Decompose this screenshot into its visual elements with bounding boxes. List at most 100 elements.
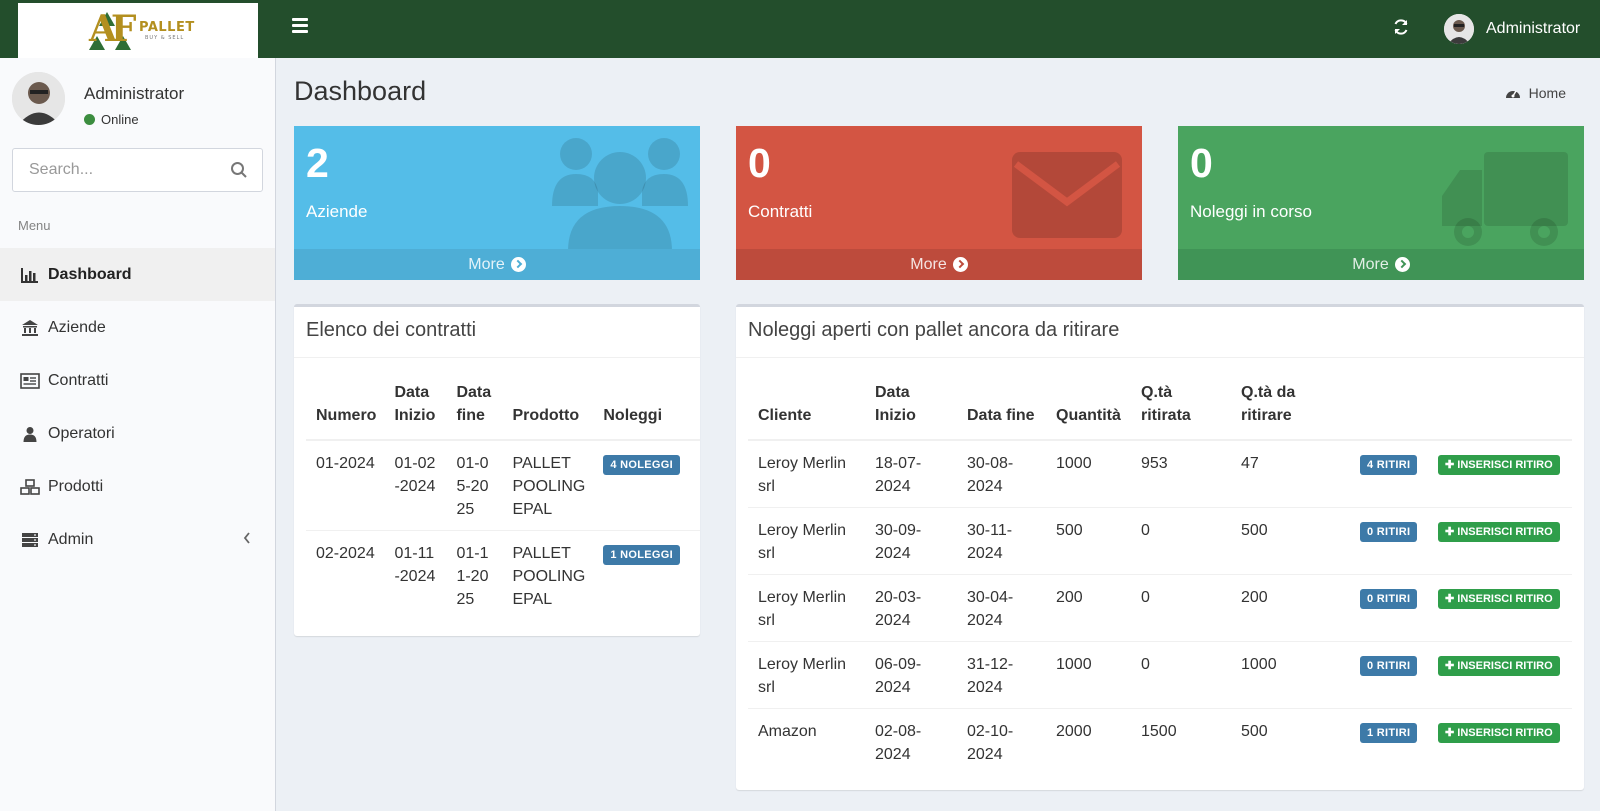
hamburger-line: [292, 30, 308, 33]
sidebar-item-admin[interactable]: Admin: [0, 513, 275, 566]
column-header-empty: [1350, 381, 1428, 441]
column-header: Data Inizio: [384, 381, 447, 441]
table-row: Leroy Merlin srl 18-07-2024 30-08-2024 1…: [748, 439, 1572, 508]
cell-ritirata: 0: [1131, 574, 1231, 642]
cell-ritirata: 0: [1131, 507, 1231, 575]
sidebar-item-contratti[interactable]: Contratti: [0, 354, 275, 407]
sidebar-item-label: Prodotti: [48, 477, 104, 495]
logo-subtext: BUY & SELL: [145, 34, 185, 41]
app-logo[interactable]: AF PALLET BUY & SELL: [18, 3, 258, 58]
cell-cliente: Leroy Merlin srl: [748, 507, 865, 575]
search-box: [12, 148, 263, 192]
menu-header: Menu: [18, 218, 51, 233]
header-user-name: Administrator: [1486, 20, 1581, 37]
cell-data-fine: 30-04-2024: [957, 574, 1046, 642]
date-value: 30-11-2024: [967, 522, 1013, 562]
cell-da-ritirare: 1000: [1231, 641, 1350, 709]
column-header: Q.tà da ritirare: [1231, 381, 1350, 441]
cell-da-ritirare: 200: [1231, 574, 1350, 642]
rentals-table: Cliente Data Inizio Data fine Quantità Q…: [748, 381, 1572, 775]
inserisci-ritiro-button[interactable]: ✚ INSERISCI RITIRO: [1438, 522, 1560, 542]
plus-icon: ✚: [1445, 727, 1458, 739]
sidebar-item-dashboard[interactable]: Dashboard: [0, 248, 275, 301]
noleggi-badge[interactable]: 4 NOLEGGI: [603, 455, 680, 475]
panel-title: Noleggi aperti con pallet ancora da riti…: [748, 319, 1120, 341]
cell-data-fine: 30-11-2024: [957, 507, 1046, 575]
date-value: 30-04-2024: [967, 589, 1014, 629]
arrow-circle-right-icon: [1394, 257, 1410, 272]
status-label: Online: [101, 112, 139, 127]
stat-value: 2: [306, 140, 329, 186]
sidebar-item-operatori[interactable]: Operatori: [0, 407, 275, 460]
sidebar-item-aziende[interactable]: Aziende: [0, 301, 275, 354]
sidebar-toggle-button[interactable]: [292, 18, 308, 36]
ritiri-badge[interactable]: 0 RITIRI: [1360, 656, 1418, 676]
column-header: Noleggi: [593, 381, 700, 441]
more-info-link[interactable]: More: [736, 249, 1142, 280]
cell-quantita: 2000: [1046, 708, 1131, 775]
more-label: More: [910, 255, 947, 273]
cell-data-inizio: 18-07-2024: [865, 439, 957, 508]
table-row: 01-2024 01-02-2024 01-05-2025 PALLET POO…: [306, 439, 700, 531]
logo-text: PALLET: [139, 19, 195, 35]
plus-icon: ✚: [1445, 459, 1458, 471]
more-info-link[interactable]: More: [1178, 249, 1584, 280]
rentals-panel: Noleggi aperti con pallet ancora da riti…: [736, 304, 1584, 790]
cell-ritirata: 1500: [1131, 708, 1231, 775]
sidebar: Administrator Online Menu Dashboard Azie…: [0, 58, 276, 811]
inserisci-ritiro-button[interactable]: ✚ INSERISCI RITIRO: [1438, 723, 1560, 743]
noleggi-badge[interactable]: 1 NOLEGGI: [603, 545, 680, 565]
column-header: Q.tà ritirata: [1131, 381, 1231, 441]
date-value: 06-09-2024: [875, 656, 922, 696]
cell-data-inizio: 01-02-2024: [384, 439, 447, 531]
user-menu[interactable]: Administrator: [1444, 13, 1580, 45]
cell-data-inizio: 30-09-2024: [865, 507, 957, 575]
chevron-left-icon: [243, 531, 251, 547]
button-label: INSERISCI RITIRO: [1457, 660, 1553, 672]
inserisci-ritiro-button[interactable]: ✚ INSERISCI RITIRO: [1438, 455, 1560, 475]
cell-data-inizio: 20-03-2024: [865, 574, 957, 642]
ritiri-badge[interactable]: 0 RITIRI: [1360, 522, 1418, 542]
column-header: Cliente: [748, 381, 865, 441]
button-label: INSERISCI RITIRO: [1457, 593, 1553, 605]
column-header: Quantità: [1046, 381, 1131, 441]
cell-cliente: Leroy Merlin srl: [748, 574, 865, 642]
column-header: Prodotto: [502, 381, 594, 441]
cell-da-ritirare: 47: [1231, 439, 1350, 508]
search-input[interactable]: [13, 149, 213, 191]
cell-da-ritirare: 500: [1231, 708, 1350, 775]
date-value: 30-09-2024: [875, 522, 922, 562]
cell-data-fine: 01-05-2025: [446, 439, 503, 531]
stat-label: Aziende: [306, 202, 368, 221]
stat-value: 0: [1190, 140, 1213, 186]
column-header: Data Inizio: [865, 381, 957, 441]
search-icon[interactable]: [230, 161, 248, 179]
column-header: Numero: [306, 381, 385, 441]
arrow-circle-right-icon: [952, 257, 968, 272]
column-header: Data fine: [446, 381, 503, 441]
sidebar-item-label: Dashboard: [48, 265, 132, 283]
newspaper-icon: [20, 372, 40, 390]
breadcrumb-home: Home: [1528, 85, 1566, 101]
ritiri-badge[interactable]: 4 RITIRI: [1360, 455, 1418, 475]
date-value: 02-10-2024: [967, 723, 1014, 763]
sidebar-user-name: Administrator: [84, 84, 185, 103]
cell-numero: 01-2024: [306, 439, 385, 531]
cell-prodotto: PALLET POOLING EPAL: [502, 439, 594, 531]
table-row: Leroy Merlin srl 20-03-2024 30-04-2024 2…: [748, 574, 1572, 642]
refresh-icon[interactable]: [1391, 18, 1411, 38]
cell-data-fine: 02-10-2024: [957, 708, 1046, 775]
inserisci-ritiro-button[interactable]: ✚ INSERISCI RITIRO: [1438, 589, 1560, 609]
column-header-label: Q.tà da ritirare: [1241, 384, 1296, 424]
ritiri-badge[interactable]: 1 RITIRI: [1360, 723, 1418, 743]
sidebar-item-prodotti[interactable]: Prodotti: [0, 460, 275, 513]
dashboard-gauge-icon: [1505, 90, 1520, 98]
breadcrumb[interactable]: Home: [1505, 85, 1566, 101]
more-info-link[interactable]: More: [294, 249, 700, 280]
inserisci-ritiro-button[interactable]: ✚ INSERISCI RITIRO: [1438, 656, 1560, 676]
stat-box-contratti: 0 Contratti More: [736, 126, 1142, 280]
date-value: 02-08-2024: [875, 723, 922, 763]
truck-icon: [1442, 152, 1568, 246]
ritiri-badge[interactable]: 0 RITIRI: [1360, 589, 1418, 609]
plus-icon: ✚: [1445, 526, 1458, 538]
